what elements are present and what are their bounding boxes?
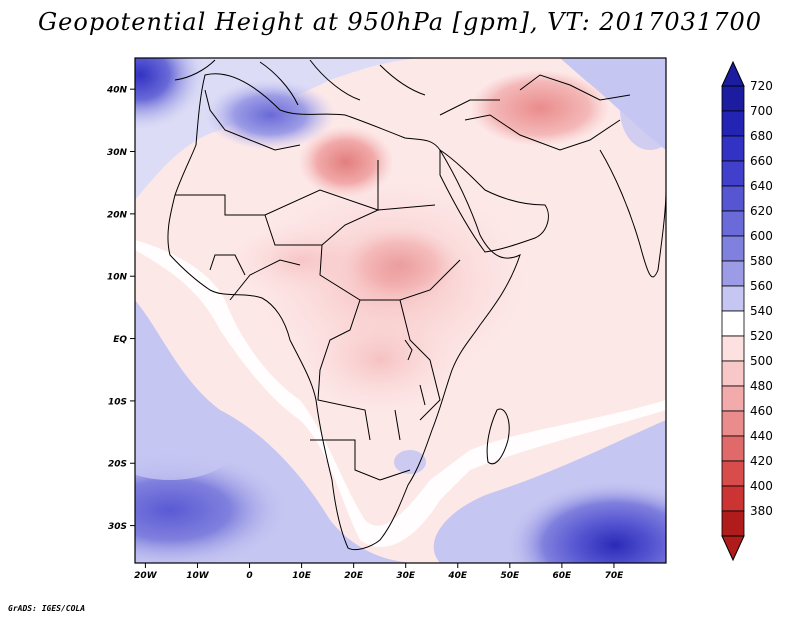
colorbar-label: 620 <box>750 204 773 218</box>
colorbar-label: 580 <box>750 254 773 268</box>
lon-label: 40E <box>447 571 468 581</box>
colorbar-swatch <box>721 185 745 212</box>
lat-label: 40N <box>106 86 128 96</box>
map-field <box>135 58 666 563</box>
colorbar-max-triangle <box>721 60 745 87</box>
colorbar-swatch <box>721 110 745 137</box>
colorbar-label: 400 <box>750 479 773 493</box>
colorbar-label: 420 <box>750 454 773 468</box>
lat-label: 20N <box>107 210 128 220</box>
colorbar-swatch <box>721 235 745 262</box>
colorbar-swatch <box>721 510 745 537</box>
colorbar-swatch <box>721 85 745 112</box>
colorbar-label: 540 <box>750 304 773 318</box>
map-frame <box>134 57 667 564</box>
colorbar-label: 700 <box>750 104 773 118</box>
lon-label: 60E <box>553 571 573 581</box>
colorbar-swatch <box>721 460 745 487</box>
colorbar: 720 700 680 660 640 620 600 580 560 540 520 500 480 4… <box>721 60 773 562</box>
colorbar-label: 600 <box>750 229 773 243</box>
colorbar-label: 640 <box>750 179 773 193</box>
lon-label: 20E <box>344 571 364 581</box>
lon-label: 10E <box>292 571 312 581</box>
colorbar-label: 720 <box>750 79 773 93</box>
colorbar-label: 560 <box>750 279 773 293</box>
colorbar-swatch <box>721 410 745 437</box>
credit-text: GrADS: IGES/COLA <box>8 604 86 613</box>
longitude-labels: 20W 10W 0 10E 20E 30E 40E 50E 60E 70E <box>134 571 624 581</box>
colorbar-swatch <box>721 435 745 462</box>
coastlines <box>167 59 666 551</box>
lon-label: 70E <box>605 571 625 581</box>
lon-label: 20W <box>134 571 158 581</box>
colorbar-label: 480 <box>750 379 773 393</box>
colorbar-swatch <box>721 335 745 362</box>
colorbar-label: 440 <box>750 429 773 443</box>
lat-label: 10S <box>108 397 127 407</box>
colorbar-label: 680 <box>750 129 773 143</box>
colorbar-swatch <box>721 210 745 237</box>
colorbar-min-triangle <box>721 535 745 562</box>
lon-label: 30E <box>396 571 416 581</box>
lon-label: 50E <box>500 571 520 581</box>
colorbar-swatch <box>721 260 745 287</box>
lat-label: 20S <box>108 460 127 470</box>
colorbar-swatch <box>721 385 745 412</box>
colorbar-swatch <box>721 160 745 187</box>
colorbar-label: 460 <box>750 404 773 418</box>
colorbar-label: 660 <box>750 154 773 168</box>
chart-title: Geopotential Height at 950hPa [gpm], VT:… <box>38 8 762 36</box>
colorbar-label: 380 <box>750 504 773 518</box>
lon-label: 10W <box>186 571 210 581</box>
colorbar-swatch <box>721 285 745 312</box>
colorbar-swatch <box>721 310 745 337</box>
colorbar-swatch <box>721 135 745 162</box>
axis-ticks <box>130 88 615 568</box>
colorbar-swatch <box>721 485 745 512</box>
lat-label: 30N <box>107 148 128 158</box>
lon-label: 0 <box>246 571 252 581</box>
lat-label: 30S <box>108 522 127 532</box>
colorbar-swatch <box>721 360 745 387</box>
latitude-labels: 40N 30N 20N 10N EQ 10S 20S 30S <box>106 86 128 532</box>
lat-label: 10N <box>107 273 128 283</box>
lat-label: EQ <box>113 335 127 345</box>
colorbar-label: 520 <box>750 329 773 343</box>
colorbar-label: 500 <box>750 354 773 368</box>
